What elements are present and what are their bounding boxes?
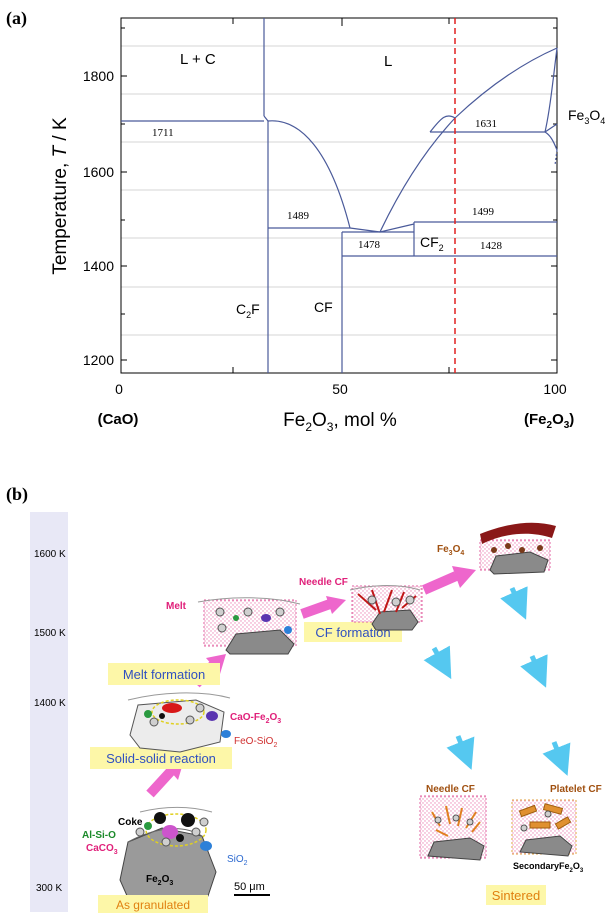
temp-1500k: 1500 K [34,628,66,639]
y-tick-1200: 1200 [83,352,114,368]
label-al-si-o: Al-Si-O [82,830,116,841]
temp-1499: 1499 [472,206,495,218]
label-feo-sio2: FeO-SiO2 [234,736,277,749]
arrow-pink-3-head [326,596,346,614]
temp-1400k: 1400 K [34,698,66,709]
arrow-pink-3 [300,599,332,619]
label-needle-cf-sintered: Needle CF [426,784,475,795]
label-sio2: SiO2 [227,854,248,867]
arrow-pink-4 [421,571,459,595]
panel-a-label: (a) [6,8,27,29]
label-needle-cf: Needle CF [299,577,348,588]
step-sintered: Sintered [492,888,540,903]
region-fe3o4: Fe3O4 [568,107,605,126]
label-platelet-cf: Platelet CF [550,784,602,795]
step-cf-formation: CF formation [315,625,390,640]
temperature-labels: 1711 1631 1489 1499 1478 1428 [152,118,503,252]
phase-boundaries [121,18,558,373]
axis-ticks [121,18,557,373]
box-solid-reaction [90,747,232,769]
phase-diagram: (a) [6,8,605,434]
x-end-cao: (CaO) [98,411,139,428]
sintered-needle-cf [419,795,487,861]
region-cf: CF [314,299,333,315]
granule-as-granulated [119,807,217,899]
granule-melt [197,597,301,655]
step-melt-formation: Melt formation [123,667,205,682]
region-c2f: C2F [236,301,260,320]
arrow-pink-4-head [452,566,476,588]
temperature-scale: 1600 K 1500 K 1400 K 300 K [34,549,66,894]
y-tick-1400: 1400 [83,258,114,274]
region-cf2: CF2 [420,234,444,253]
label-cao-fe2o3: CaO-Fe2O3 [230,712,281,725]
box-melt-formation [108,663,220,685]
scale-bar-label: 50 μm [234,881,265,893]
x-end-fe2o3: (Fe2O3) [524,411,574,431]
temp-300k: 300 K [36,883,62,894]
plot-gridlines [121,45,557,336]
sintering-schematic: (b) 1600 K 1500 K 1400 K 300 K Coke [6,484,602,913]
arrow-pink-1 [146,766,176,798]
temp-1631: 1631 [475,118,497,130]
label-melt: Melt [166,601,187,612]
sintered-platelet-cf [511,799,577,857]
label-coke: Coke [118,817,143,828]
granule-cf [349,585,423,631]
label-caco3: CaCO3 [86,843,118,856]
temp-1711: 1711 [152,127,174,139]
temp-1489: 1489 [287,210,310,222]
label-fe3o4: Fe3O4 [437,544,464,557]
region-liquid: L [384,53,392,70]
temp-1600k: 1600 K [34,549,66,560]
granule-fe3o4 [479,522,556,575]
box-sintered [486,885,546,905]
step-solid-reaction: Solid-solid reaction [106,751,216,766]
cooling-arrows [423,586,571,776]
step-as-granulated: As granulated [116,898,190,912]
panel-b-label: (b) [6,484,28,505]
region-l-plus-c: L + C [180,51,216,68]
y-tick-1600: 1600 [83,164,114,180]
label-secondary-fe2o3: SecondaryFe2O3 [513,861,584,874]
temp-1478: 1478 [358,239,381,251]
temp-1428: 1428 [480,240,503,252]
box-as-granulated [98,895,208,913]
x-tick-50: 50 [332,381,348,397]
x-tick-labels: 0 50 100 [115,381,567,397]
plot-frame [120,17,558,374]
x-tick-0: 0 [115,381,123,397]
label-fe2o3: Fe2O3 [146,874,173,887]
y-axis-title: Temperature, T / K [50,117,71,275]
x-axis-title: Fe2O3, mol % [283,410,397,434]
granule-solid-reaction [127,692,231,753]
temperature-bar [30,512,68,912]
x-tick-100: 100 [543,381,567,397]
y-tick-labels: 1800 1600 1400 1200 [83,68,114,368]
y-tick-1800: 1800 [83,68,114,84]
